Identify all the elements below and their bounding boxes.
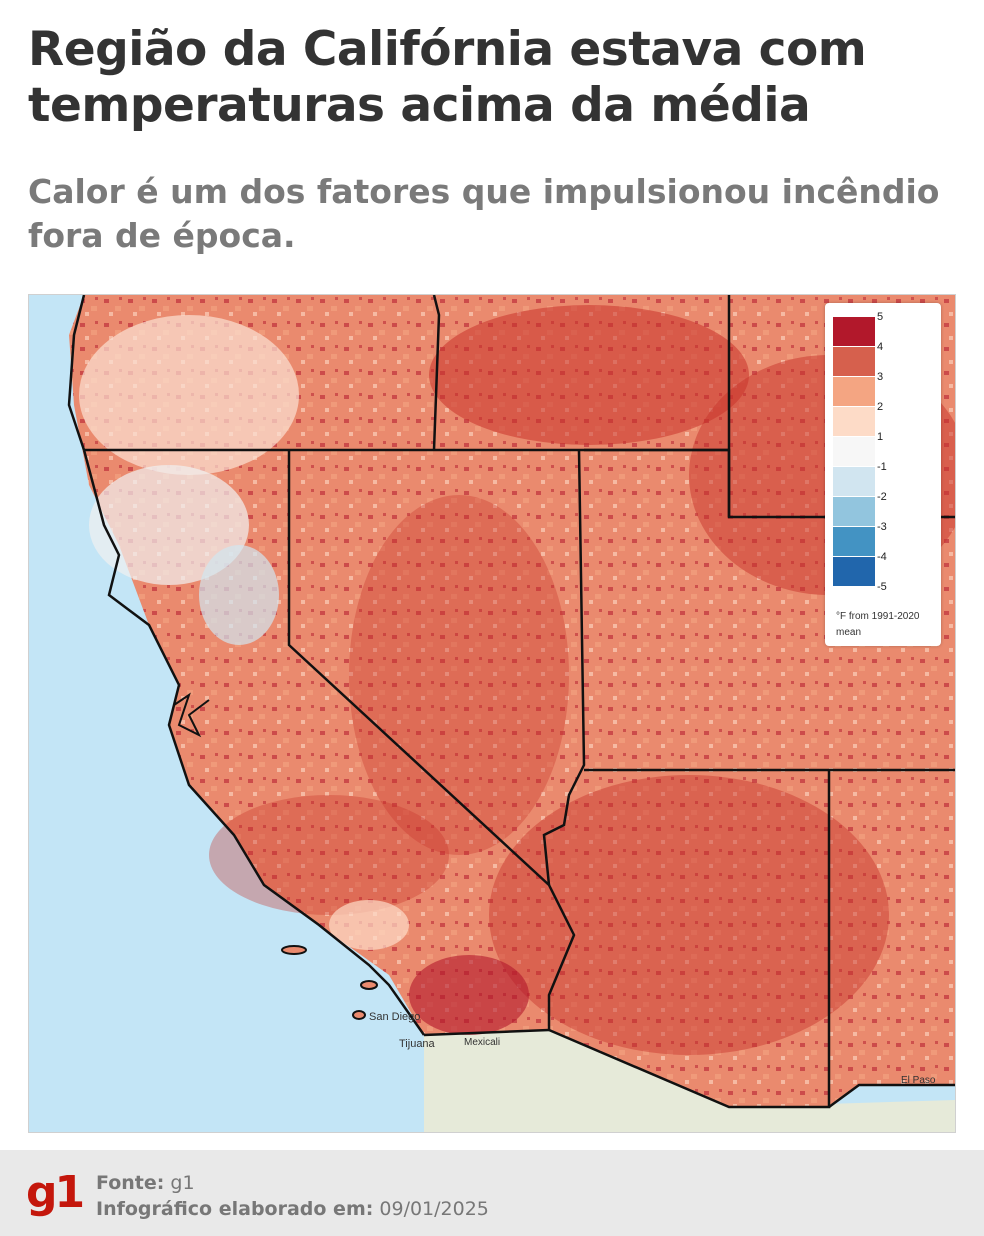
legend-swatch [833, 317, 875, 346]
city-label-tijuana: Tijuana [399, 1038, 435, 1050]
channel-island [360, 980, 378, 990]
city-label-el-paso: El Paso [901, 1075, 936, 1086]
legend-label: 3 [877, 371, 884, 383]
neutral-zone [329, 900, 409, 950]
legend-swatch [833, 467, 875, 496]
channel-island [352, 1010, 366, 1020]
anomaly-zone [409, 955, 529, 1035]
g1-logo: g1 [26, 1167, 85, 1218]
legend-label: 5 [877, 311, 884, 323]
legend-swatch [833, 407, 875, 436]
coastline-oregon [67, 295, 86, 451]
temperature-anomaly-map: San Diego Tijuana Mexicali El Paso 5 4 3 2 1… [28, 294, 956, 1133]
legend-label: 2 [877, 401, 884, 413]
date-label: Infográfico elaborado em: [96, 1198, 374, 1220]
legend-swatch [833, 527, 875, 556]
date-line: Infográfico elaborado em: 09/01/2025 [96, 1196, 489, 1222]
legend-label: -3 [877, 521, 887, 533]
state-border-nevada [287, 449, 586, 889]
anomaly-zone [209, 795, 449, 915]
border-us-mexico-nm [828, 1083, 955, 1109]
anomaly-zone [489, 775, 889, 1055]
neutral-zone [79, 315, 299, 475]
legend-label: -5 [877, 581, 887, 593]
legend-swatch [833, 437, 875, 466]
legend-label: -1 [877, 461, 887, 473]
legend-note: °F from 1991-2020 mean [836, 611, 920, 638]
source-block: Fonte: g1 Infográfico elaborado em: 09/0… [96, 1170, 489, 1222]
legend-label: 4 [877, 341, 884, 353]
city-label-mexicali: Mexicali [464, 1037, 501, 1048]
cool-zone [199, 545, 279, 645]
state-border-ut-north [584, 448, 731, 517]
neutral-zone [89, 465, 249, 585]
footer: g1 Fonte: g1 Infográfico elaborado em: 0… [0, 1150, 984, 1236]
page-subtitle: Calor é um dos fatores que impulsionou i… [28, 172, 940, 255]
page-title: Região da Califórnia estava com temperat… [28, 22, 867, 133]
map-canvas [29, 295, 955, 1132]
legend-label: -2 [877, 491, 887, 503]
legend-swatch [833, 377, 875, 406]
fire-perimeter [173, 692, 210, 738]
source-value: g1 [170, 1172, 195, 1194]
legend-label: -4 [877, 551, 887, 563]
channel-island [281, 945, 307, 955]
date-value: 09/01/2025 [379, 1198, 489, 1220]
color-legend: 5 4 3 2 1 -1 -2 -3 -4 -5 °F from 1991-2020 mean [825, 303, 941, 646]
anomaly-zone [349, 495, 569, 855]
anomaly-zone [429, 305, 749, 445]
legend-swatch [833, 497, 875, 526]
source-line: Fonte: g1 [96, 1170, 489, 1196]
state-border-ca-az [547, 884, 576, 1030]
legend-swatch [833, 347, 875, 376]
source-label: Fonte: [96, 1172, 165, 1194]
coastline-california [82, 449, 426, 1036]
city-label-san-diego: San Diego [369, 1011, 421, 1023]
legend-label: 1 [877, 431, 884, 443]
border-us-mexico-ca [423, 1028, 550, 1037]
state-border-or-id [432, 295, 441, 451]
legend-swatch [833, 557, 875, 586]
border-us-mexico-az [548, 770, 831, 1109]
